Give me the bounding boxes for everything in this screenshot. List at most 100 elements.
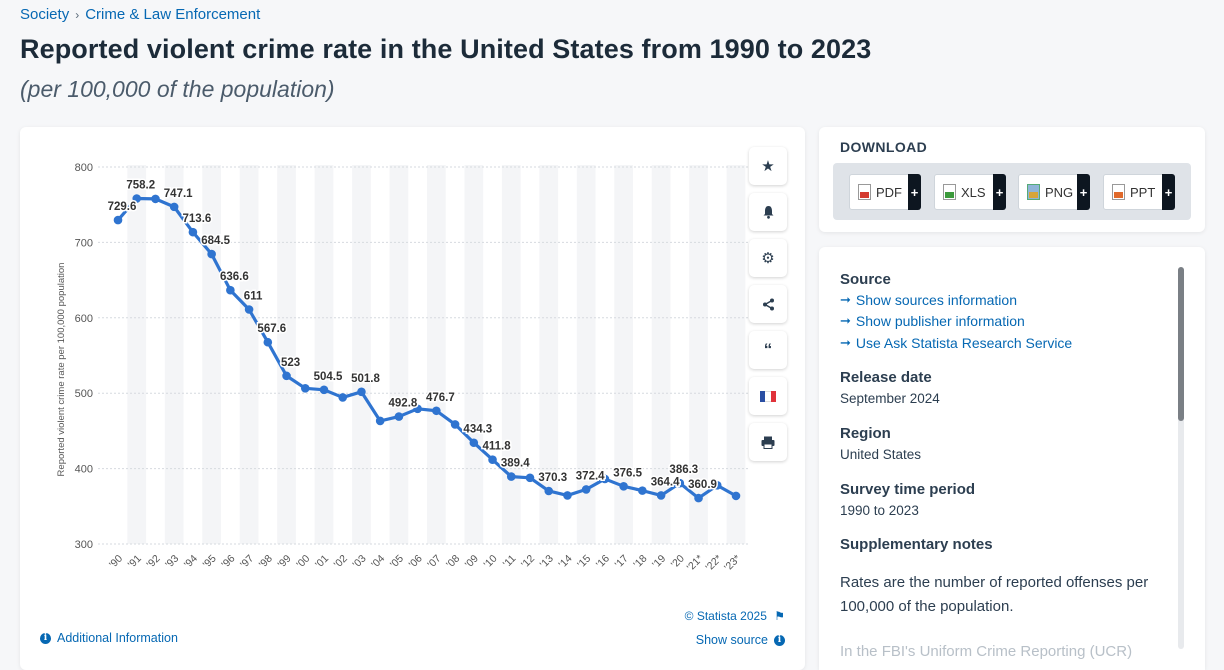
data-label: 567.6 (257, 323, 286, 335)
data-point[interactable] (394, 412, 404, 421)
data-point[interactable] (638, 486, 647, 495)
x-tick-label: '18 (631, 553, 649, 571)
breadcrumb-society[interactable]: Society (20, 6, 70, 23)
data-point[interactable] (207, 249, 216, 259)
download-png-button[interactable]: PNG + (1018, 174, 1090, 210)
data-point[interactable] (188, 227, 198, 237)
release-date-title: Release date (840, 369, 932, 386)
share-icon[interactable] (749, 285, 787, 323)
gear-icon[interactable]: ⚙ (749, 239, 787, 277)
arrow-right-icon: ➞ (840, 313, 851, 328)
background-band (164, 165, 184, 544)
data-point[interactable] (506, 472, 516, 481)
data-label: 372.4 (576, 470, 605, 482)
y-axis: 300 400 500 600 700 800 Reported violent crime… (56, 162, 93, 551)
x-tick-label: '12 (519, 553, 537, 571)
survey-period-title: Survey time period (840, 481, 976, 498)
supplementary-notes-text: Rates are the number of reported offense… (840, 574, 1149, 615)
bell-icon[interactable] (749, 193, 787, 231)
data-point[interactable] (469, 438, 479, 448)
background-band (689, 165, 708, 544)
star-icon[interactable]: ★ (749, 147, 787, 185)
download-xls-button[interactable]: XLS + (934, 174, 1006, 210)
background-band (614, 165, 633, 544)
background-band (539, 165, 559, 544)
info-icon: i (774, 634, 785, 646)
ppt-file-icon (1112, 184, 1125, 200)
y-tick-label: 500 (75, 388, 93, 400)
show-source-link[interactable]: Show source i (696, 633, 785, 647)
show-sources-link[interactable]: ➞ Show sources information (840, 292, 1017, 308)
breadcrumb-crime-law[interactable]: Crime & Law Enforcement (85, 6, 261, 23)
background-band (127, 165, 147, 544)
background-band (352, 165, 371, 544)
show-publisher-link[interactable]: ➞ Show publisher information (840, 313, 1025, 329)
data-point[interactable] (450, 420, 460, 429)
breadcrumb-separator: › (75, 7, 80, 22)
plus-icon: + (908, 174, 921, 210)
data-label: 747.1 (164, 188, 193, 200)
data-point[interactable] (432, 406, 441, 416)
data-point[interactable] (488, 455, 497, 465)
data-point[interactable] (151, 194, 160, 204)
page-title: Reported violent crime rate in the Unite… (20, 34, 872, 64)
data-point[interactable] (169, 202, 179, 212)
data-point[interactable] (282, 371, 291, 381)
line-chart: 300 400 500 600 700 800 Reported violent crime… (56, 162, 750, 574)
data-point[interactable] (525, 473, 535, 483)
data-point[interactable] (319, 385, 329, 395)
x-tick-label: '23* (722, 553, 743, 574)
data-point[interactable] (132, 194, 142, 203)
data-point[interactable] (357, 387, 366, 397)
plus-icon: + (993, 174, 1006, 210)
data-point[interactable] (300, 383, 310, 393)
print-icon[interactable] (749, 423, 787, 461)
data-point[interactable] (656, 491, 666, 500)
download-ppt-button[interactable]: PPT + (1103, 174, 1175, 210)
data-point[interactable] (263, 337, 273, 347)
data-label: 411.8 (482, 441, 511, 453)
additional-info-label: Additional Information (57, 631, 178, 645)
x-tick-label: '03 (350, 553, 368, 571)
statista-credit[interactable]: © Statista 2025 ⚑ (685, 609, 785, 623)
data-label: 636.6 (220, 271, 249, 283)
data-point[interactable] (581, 485, 591, 494)
additional-information-link[interactable]: i Additional Information (40, 631, 178, 645)
data-point[interactable] (375, 416, 385, 426)
data-point[interactable] (244, 305, 254, 314)
x-tick-label: '08 (444, 553, 462, 571)
x-tick-label: '11 (501, 553, 519, 571)
data-point[interactable] (544, 486, 554, 496)
data-point[interactable] (338, 393, 348, 402)
ask-statista-link[interactable]: ➞ Use Ask Statista Research Service (840, 335, 1072, 351)
data-point[interactable] (694, 493, 703, 503)
data-point[interactable] (731, 491, 741, 501)
data-point[interactable] (619, 482, 628, 491)
ppt-label: PPT (1130, 184, 1156, 200)
quote-icon[interactable]: “ (749, 331, 787, 369)
data-point[interactable] (226, 285, 235, 295)
data-point[interactable] (712, 481, 722, 490)
scrollbar-thumb[interactable] (1178, 267, 1184, 421)
data-label: 360.9 (688, 479, 717, 491)
scrollbar[interactable] (1178, 267, 1184, 649)
x-tick-label: '02 (332, 553, 350, 571)
arrow-right-icon: ➞ (840, 335, 851, 350)
data-point[interactable] (675, 478, 685, 488)
credit-text: © Statista 2025 (684, 609, 767, 623)
x-tick-label: '96 (219, 553, 237, 571)
x-tick-label: '90 (107, 553, 125, 571)
x-tick-label: '92 (144, 553, 162, 571)
data-point[interactable] (113, 215, 123, 225)
data-label: 523 (281, 357, 300, 369)
x-tick-label: '21* (685, 553, 706, 574)
data-point[interactable] (413, 404, 422, 414)
data-point[interactable] (563, 491, 572, 500)
x-tick-label: '91 (126, 553, 144, 571)
french-flag-icon[interactable] (749, 377, 787, 415)
link-label: Use Ask Statista Research Service (855, 335, 1073, 351)
release-date-value: September 2024 (840, 391, 940, 406)
background-band (501, 165, 521, 544)
download-pdf-button[interactable]: PDF + (849, 174, 921, 210)
data-point[interactable] (600, 474, 610, 484)
